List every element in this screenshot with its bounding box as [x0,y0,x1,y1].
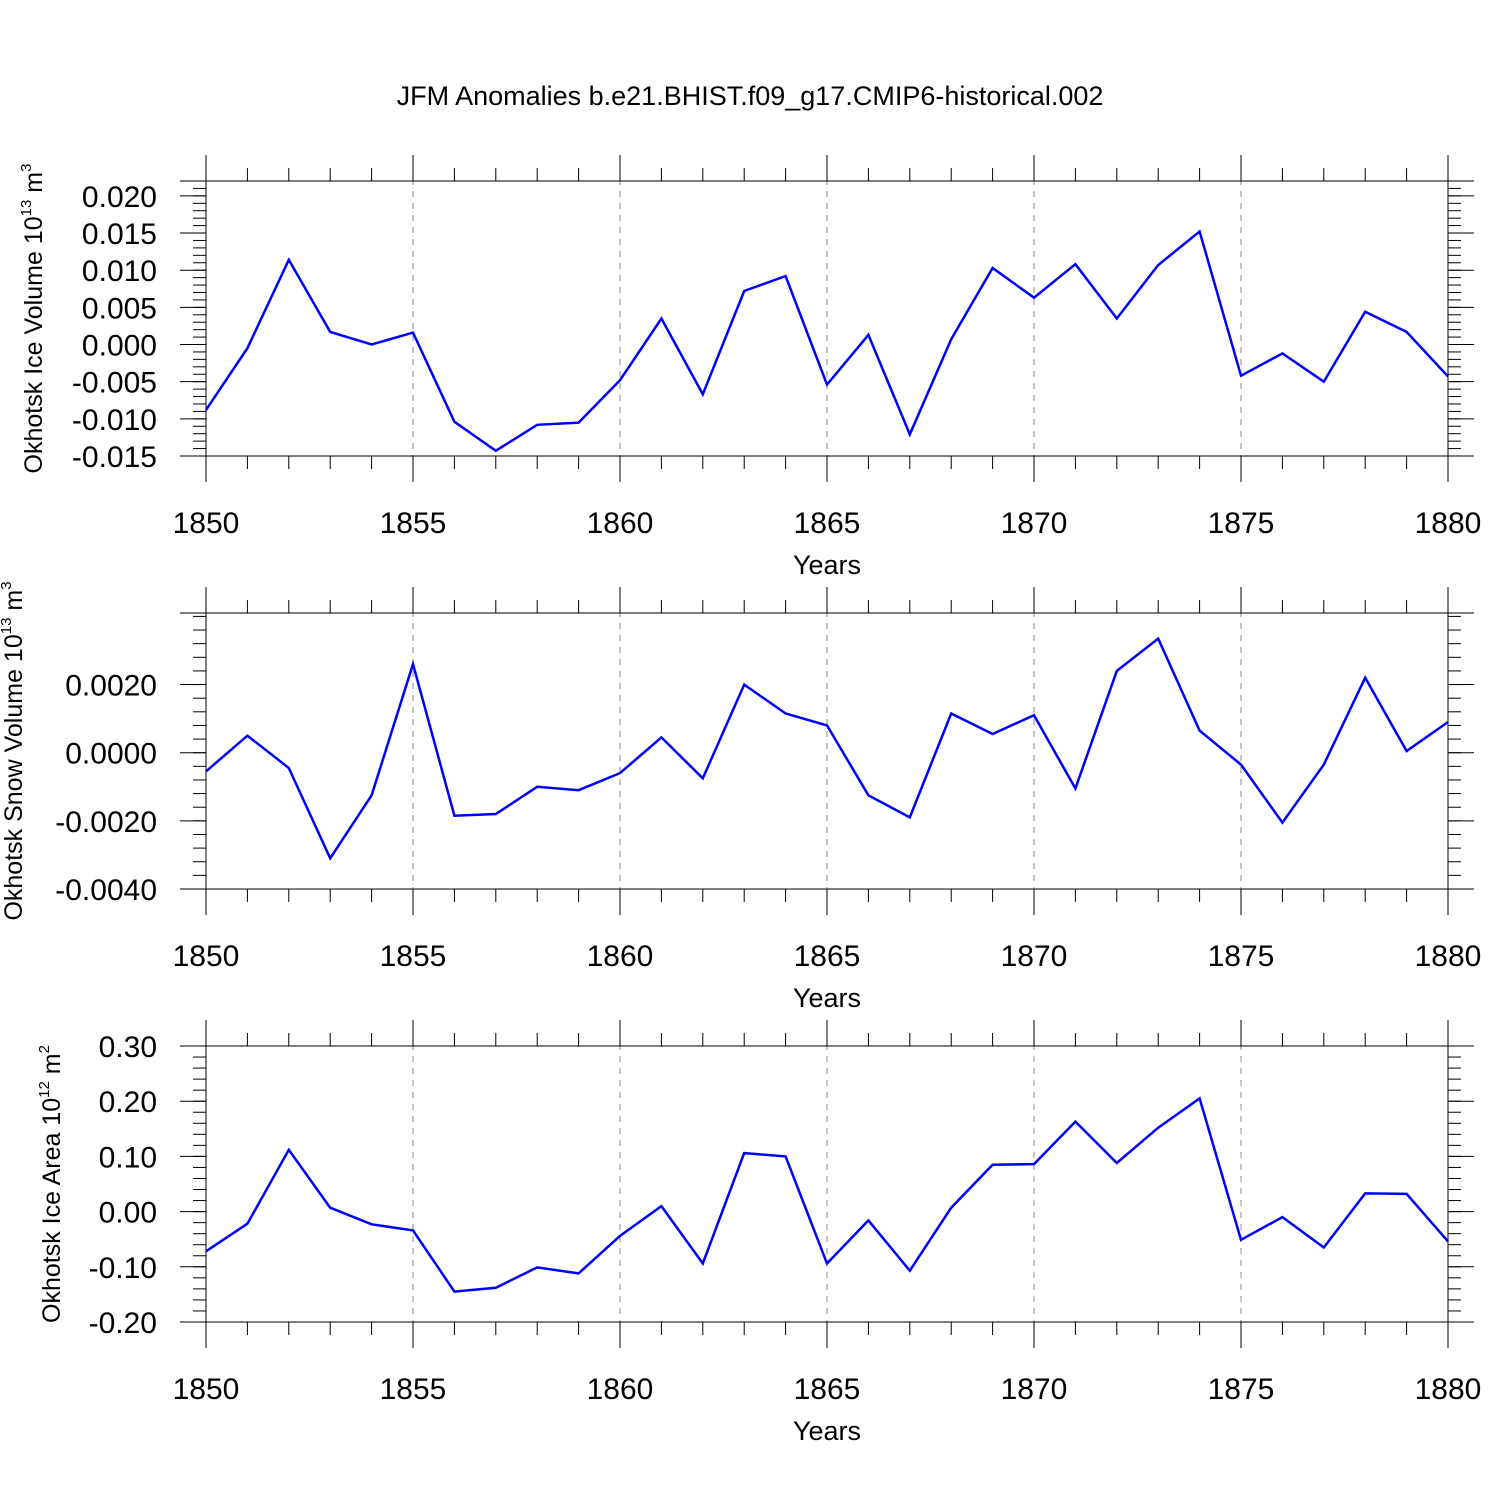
y-axis-title: Okhotsk Snow Volume 1013 m3 [0,581,28,920]
panel-2: 1850 1855 1860 1865 1870 1875 1880 0.0020 0.0000… [0,581,1481,1013]
y-axis-title-unit: m [20,172,48,200]
series-line [205,1096,1449,1293]
x-tick-label: 1875 [1208,507,1275,540]
y-axis-title-unit: m [0,590,28,618]
y-tick-label: 0.10 [99,1141,157,1174]
x-tick-label: 1855 [380,940,447,973]
y-axis-title: Okhotsk Ice Volume 1013 m3 [18,164,48,474]
y-axis-title-exponent: 13 [18,200,35,217]
figure-title: JFM Anomalies b.e21.BHIST.f09_g17.CMIP6-… [397,81,1104,111]
y-tick-label: -0.0020 [55,806,157,839]
x-tick-label: 1880 [1415,1373,1482,1406]
y-axis-title-unit-exponent: 2 [36,1045,53,1053]
y-tick-label: 0.0000 [65,738,157,771]
y-tick-label: 0.010 [82,255,157,288]
x-tick-label: 1850 [173,507,240,540]
x-tick-label: 1865 [794,1373,861,1406]
x-axis-title: Years [793,550,861,580]
x-tick-label: 1870 [1001,507,1068,540]
x-tick-label: 1870 [1001,940,1068,973]
y-tick-label: -0.015 [72,441,157,474]
y-tick-label: -0.20 [89,1307,157,1340]
y-axis-title-exponent: 12 [36,1081,53,1098]
x-tick-label: 1875 [1208,940,1275,973]
y-axis-title-unit-exponent: 3 [0,581,15,589]
panel-3: 1850 1855 1860 1865 1870 1875 1880 0.30 0.20 0.10… [36,1020,1481,1446]
y-axis-title-text: Okhotsk Ice Area 10 [38,1098,66,1323]
x-axis-title: Years [793,983,861,1013]
y-tick-label: 0.020 [82,181,157,214]
y-tick-label: 0.30 [99,1031,157,1064]
x-tick-label: 1875 [1208,1373,1275,1406]
x-tick-label: 1865 [794,940,861,973]
y-axis-title-text: Okhotsk Snow Volume 10 [0,634,28,920]
y-axis-title-unit-exponent: 3 [18,164,35,172]
series-line [205,636,1449,861]
x-tick-label: 1880 [1415,940,1482,973]
y-axis-title-text: Okhotsk Ice Volume 10 [20,216,48,473]
x-tick-label: 1870 [1001,1373,1068,1406]
x-axis-title: Years [793,1416,861,1446]
x-tick-label: 1860 [587,507,654,540]
y-tick-label: 0.015 [82,218,157,251]
y-tick-label: -0.005 [72,367,157,400]
y-tick-label: 0.005 [82,292,157,325]
y-tick-label: -0.010 [72,404,157,437]
x-tick-label: 1860 [587,1373,654,1406]
x-tick-label: 1850 [173,1373,240,1406]
series-line [204,229,1449,453]
x-tick-label: 1855 [380,507,447,540]
x-tick-label: 1865 [794,507,861,540]
y-axis-title-unit: m [38,1053,66,1081]
y-tick-label: -0.0040 [55,874,157,907]
y-tick-label: 0.000 [82,330,157,363]
panels: 1850 1855 1860 1865 1870 1875 1880 0.020 0.015 0.… [0,155,1481,1446]
y-tick-label: -0.10 [89,1252,157,1285]
x-tick-label: 1860 [587,940,654,973]
x-tick-label: 1880 [1415,507,1482,540]
y-axis-title-exponent: 13 [0,618,15,635]
y-tick-label: 0.00 [99,1197,157,1230]
y-tick-label: 0.20 [99,1086,157,1119]
panel-1: 1850 1855 1860 1865 1870 1875 1880 0.020 0.015 0.… [18,155,1481,580]
x-tick-label: 1850 [173,940,240,973]
y-axis-title: Okhotsk Ice Area 1012 m2 [36,1045,66,1323]
x-tick-label: 1855 [380,1373,447,1406]
y-tick-label: 0.0020 [65,670,157,703]
